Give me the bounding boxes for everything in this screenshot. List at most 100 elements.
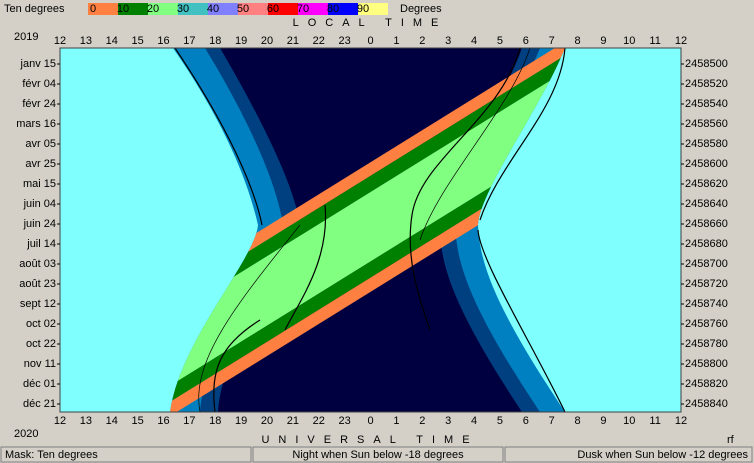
moon-line [419, 48, 531, 241]
hour-label: 11 [649, 35, 660, 47]
julian-day-label: 2458620 [685, 178, 728, 190]
moon-band [170, 48, 565, 412]
scale-label: 50 [237, 3, 249, 15]
year-bottom: 2020 [14, 428, 38, 440]
status-mask: Mask: Ten degrees [5, 449, 98, 461]
hour-label: 16 [157, 35, 169, 47]
plot-border [59, 47, 682, 413]
hour-label: 15 [132, 415, 144, 427]
date-label: avr 25 [25, 158, 56, 170]
scale-label: 80 [327, 3, 339, 15]
julian-day-label: 2458580 [685, 138, 728, 150]
moon-band [170, 48, 565, 412]
hour-label: 19 [235, 35, 247, 47]
julian-day-label: 2458660 [685, 218, 728, 230]
date-label: août 03 [19, 258, 56, 270]
moon-line [198, 224, 301, 412]
scale-swatch [178, 3, 208, 15]
hour-label: 21 [287, 415, 299, 427]
scale-label: 90 [357, 3, 369, 15]
hour-label: 8 [574, 415, 580, 427]
status-night: Night when Sun below -18 degrees [292, 449, 464, 461]
hour-label: 2 [419, 35, 425, 47]
date-label: févr 24 [22, 98, 56, 110]
julian-day-label: 2458820 [685, 378, 728, 390]
date-label: déc 21 [23, 398, 56, 410]
unit-label: Degrees [400, 3, 442, 15]
hour-label: 15 [132, 35, 144, 47]
status-dusk: Dusk when Sun below -12 degrees [577, 449, 748, 461]
bottom-axis-title: UNIVERSAL TIME [261, 434, 478, 446]
hour-label: 12 [675, 35, 687, 47]
scale-label: 10 [117, 3, 129, 15]
edge-line [477, 229, 566, 412]
julian-day-label: 2458800 [685, 358, 728, 370]
hour-label: 13 [80, 35, 92, 47]
hour-label: 22 [313, 35, 325, 47]
julian-day-label: 2458680 [685, 238, 728, 250]
hour-label: 4 [471, 35, 477, 47]
scale-label: 40 [207, 3, 219, 15]
hour-label: 3 [445, 35, 451, 47]
hour-label: 13 [80, 415, 92, 427]
julian-day-label: 2458780 [685, 338, 728, 350]
scale-label: 0 [90, 3, 96, 15]
moon-line [213, 319, 261, 412]
date-label: mai 15 [23, 178, 56, 190]
hour-label: 5 [497, 415, 503, 427]
edge-line [174, 48, 263, 226]
hour-label: 18 [209, 35, 221, 47]
hour-label: 6 [523, 415, 529, 427]
hour-label: 7 [549, 35, 555, 47]
hour-label: 12 [54, 35, 66, 47]
hour-label: 1 [393, 415, 399, 427]
scale-swatch [208, 3, 238, 15]
corner-label: rf [727, 434, 735, 446]
julian-day-label: 2458840 [685, 398, 728, 410]
julian-day-label: 2458760 [685, 318, 728, 330]
hour-label: 0 [367, 35, 373, 47]
scale-swatch [328, 3, 358, 15]
mask-label: Ten degrees [4, 3, 65, 15]
status-pane [0, 446, 252, 463]
status-pane [252, 446, 504, 463]
top-axis-title: LOCAL TIME [293, 17, 448, 29]
date-label: août 23 [19, 278, 56, 290]
hour-label: 10 [623, 415, 635, 427]
date-label: oct 02 [26, 318, 56, 330]
scale-label: 60 [267, 3, 279, 15]
julian-day-label: 2458600 [685, 158, 728, 170]
hour-label: 5 [497, 35, 503, 47]
hour-label: 9 [600, 35, 606, 47]
scale-swatch [148, 3, 178, 15]
moon-band [170, 48, 565, 412]
hour-label: 8 [574, 35, 580, 47]
julian-day-label: 2458520 [685, 78, 728, 90]
moon-line [284, 204, 327, 331]
scale-swatch [238, 3, 268, 15]
hour-label: 16 [157, 415, 169, 427]
hour-label: 21 [287, 35, 299, 47]
date-label: avr 05 [25, 138, 56, 150]
hour-label: 14 [106, 35, 118, 47]
hour-label: 3 [445, 415, 451, 427]
status-pane [504, 446, 753, 463]
hour-label: 6 [523, 35, 529, 47]
scale-swatch [268, 3, 298, 15]
julian-day-label: 2458500 [685, 58, 728, 70]
hour-label: 10 [623, 35, 635, 47]
date-label: oct 22 [26, 338, 56, 350]
hour-label: 11 [649, 415, 660, 427]
date-label: juin 24 [23, 218, 56, 230]
hour-label: 20 [261, 35, 273, 47]
julian-day-label: 2458700 [685, 258, 728, 270]
scale-label: 70 [297, 3, 309, 15]
hour-label: 14 [106, 415, 118, 427]
hour-label: 22 [313, 415, 325, 427]
hour-label: 12 [54, 415, 66, 427]
date-label: juil 14 [26, 238, 56, 250]
moon-line [409, 48, 521, 331]
